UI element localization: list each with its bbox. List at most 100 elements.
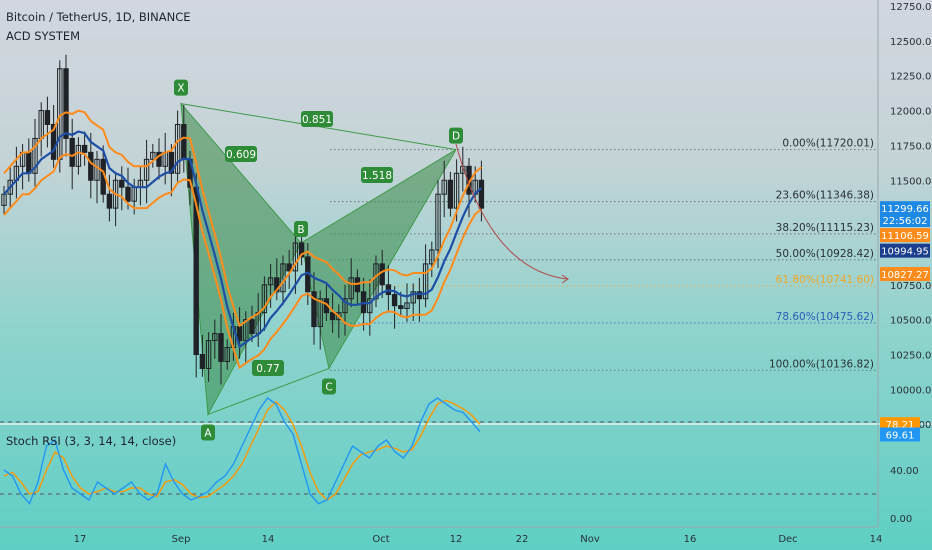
fibonacci-labels: 0.00%(11720.01) 23.60%(11346.38) 38.20%(11… bbox=[769, 138, 874, 371]
price-tag-label: 10994.95 bbox=[881, 247, 929, 258]
candle-body bbox=[249, 319, 255, 335]
candle-body bbox=[224, 347, 230, 362]
pattern-point-d: D bbox=[452, 131, 460, 143]
candle-body bbox=[286, 263, 292, 272]
candle-body bbox=[478, 179, 485, 209]
candle-body bbox=[429, 249, 435, 265]
candle-body bbox=[441, 179, 447, 195]
price-tick-label: 10500.00 bbox=[890, 316, 932, 327]
candle-body bbox=[336, 312, 342, 321]
candle-body bbox=[243, 319, 249, 342]
osc-tick-label: 0.00 bbox=[890, 514, 912, 525]
price-tick-label: 10000.00 bbox=[890, 385, 932, 396]
candle-body bbox=[119, 179, 125, 188]
candle-body bbox=[150, 151, 156, 160]
candle-body bbox=[88, 151, 94, 181]
pattern-point-c: C bbox=[325, 381, 332, 393]
candle-body bbox=[26, 151, 32, 174]
candle-body bbox=[63, 68, 69, 139]
time-tick-label: 14 bbox=[870, 534, 883, 545]
pattern-point-x: X bbox=[177, 83, 184, 95]
ema-upper-band bbox=[3, 109, 483, 328]
fib-level-label: 23.60%(11346.38) bbox=[776, 190, 874, 202]
candle-body bbox=[422, 263, 429, 300]
candle-body bbox=[317, 298, 323, 328]
pattern-ratio-bg bbox=[252, 360, 284, 376]
candle-body bbox=[106, 193, 113, 209]
candle-body bbox=[32, 137, 38, 174]
candle-body bbox=[181, 123, 187, 160]
candle-body bbox=[156, 151, 162, 167]
candle-body bbox=[44, 110, 51, 125]
projection-arrow bbox=[455, 143, 569, 284]
pattern-point-x-bg bbox=[174, 79, 188, 96]
time-tick-label: 22 bbox=[516, 534, 529, 545]
moving-average-bands bbox=[3, 109, 483, 370]
pattern-point-a-bg bbox=[201, 424, 215, 441]
candle-body bbox=[267, 277, 274, 286]
price-tick-label: 12750.00 bbox=[890, 2, 932, 13]
candle-body bbox=[218, 333, 224, 362]
candle-body bbox=[50, 123, 57, 160]
price-tag-label: 22:56:02 bbox=[883, 216, 928, 227]
price-tick-label: 12000.00 bbox=[890, 107, 932, 118]
candle-body bbox=[81, 144, 88, 153]
pattern-ratio: 1.518 bbox=[362, 170, 392, 182]
fib-level-label: 38.20%(11115.23) bbox=[776, 222, 874, 234]
candle-body bbox=[453, 172, 460, 209]
pattern-ratio: 0.851 bbox=[302, 114, 332, 126]
price-tick-label: 10250.00 bbox=[890, 351, 932, 362]
fib-level-label: 0.00%(11720.01) bbox=[782, 138, 874, 150]
price-tag-bg bbox=[880, 212, 930, 227]
fib-level-label: 61.80%(10741.60) bbox=[776, 274, 874, 286]
indicator-label[interactable]: ACD SYSTEM bbox=[6, 29, 81, 43]
pattern-ratio-bg bbox=[301, 111, 333, 127]
oscillator-title[interactable]: Stoch RSI (3, 3, 14, 14, close) bbox=[6, 434, 177, 448]
price-tick-label: 11750.00 bbox=[890, 141, 932, 152]
candle-body bbox=[447, 179, 454, 209]
candle-body bbox=[398, 305, 404, 309]
pattern-point-b-bg bbox=[294, 220, 308, 237]
candle-body bbox=[342, 298, 348, 314]
candle-body bbox=[435, 193, 441, 251]
pattern-point-c-bg bbox=[322, 378, 336, 395]
pattern-point-b: B bbox=[297, 224, 304, 236]
symbol-title[interactable]: Bitcoin / TetherUS, 1D, BINANCE bbox=[6, 10, 191, 24]
candle-body bbox=[416, 291, 423, 300]
candle-body bbox=[292, 242, 299, 272]
pattern-point-d-bg bbox=[449, 127, 463, 144]
price-tick-label: 12500.00 bbox=[890, 37, 932, 48]
time-tick-label: 16 bbox=[684, 534, 697, 545]
projection-curve bbox=[455, 143, 568, 280]
candle-body bbox=[404, 302, 410, 309]
candle-body bbox=[274, 277, 280, 293]
candle-body bbox=[298, 242, 305, 258]
price-tag-bg bbox=[880, 228, 930, 243]
ema-lower-band bbox=[3, 151, 483, 370]
pattern-point-a: A bbox=[204, 427, 212, 439]
pattern-ratio-bg bbox=[361, 167, 393, 183]
time-tick-label: 14 bbox=[262, 534, 275, 545]
pattern-ac-line bbox=[207, 367, 330, 415]
osc-tag-label: 69.61 bbox=[886, 430, 915, 441]
projection-arrowhead bbox=[561, 274, 569, 284]
price-tag-bg bbox=[880, 243, 930, 258]
candle-body bbox=[7, 179, 13, 195]
pattern-labels: X A B C D 0.609 0.77 1.518 0.851 bbox=[174, 79, 463, 441]
fibonacci-levels[interactable] bbox=[330, 149, 878, 371]
time-tick-label: 17 bbox=[74, 534, 87, 545]
candle-body bbox=[125, 186, 131, 202]
time-axis[interactable]: 17 Sep 14 Oct 12 22 Nov 16 Dec 14 bbox=[74, 534, 883, 545]
candle-body bbox=[174, 123, 181, 174]
price-tag-label: 11106.59 bbox=[881, 231, 929, 242]
candle-body bbox=[199, 354, 206, 369]
price-tag-label: 10827.27 bbox=[881, 270, 929, 281]
candle-body bbox=[410, 291, 416, 304]
price-tick-label: 11500.00 bbox=[890, 176, 932, 187]
harmonic-pattern[interactable] bbox=[180, 102, 457, 417]
fib-level-label: 100.00%(10136.82) bbox=[769, 358, 874, 370]
